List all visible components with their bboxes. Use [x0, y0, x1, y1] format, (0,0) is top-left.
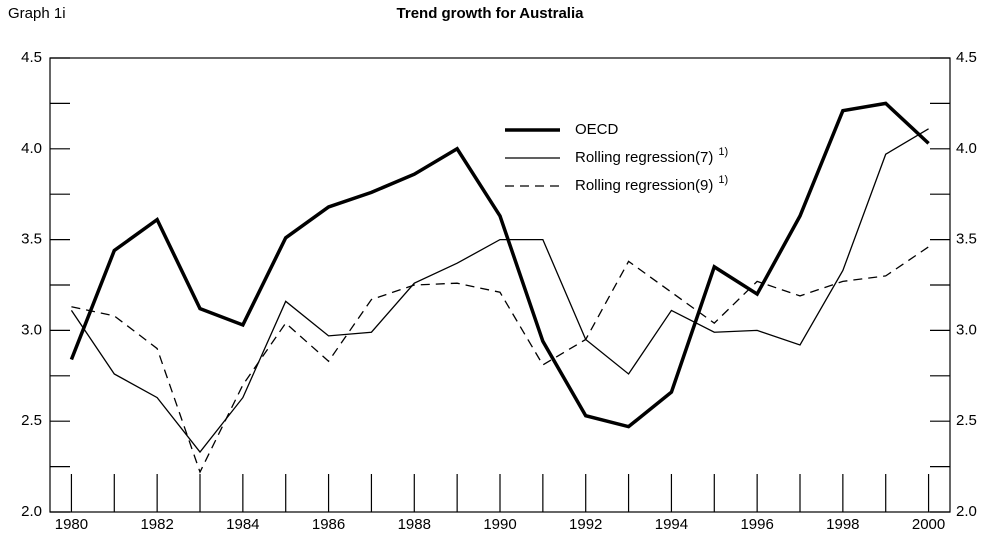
y-tick-label: 4.0	[21, 140, 42, 157]
legend-footnote: 1)	[718, 146, 728, 158]
series-line	[69, 101, 930, 429]
y2-tick-label: 3.5	[956, 231, 977, 248]
x-tick-label: 1994	[655, 516, 688, 533]
legend-name: Rolling regression(9)	[575, 177, 713, 194]
y-tick-label: 2.5	[21, 412, 42, 429]
legend-name: OECD	[575, 121, 619, 138]
y2-tick-label: 4.0	[956, 140, 977, 157]
legend-label: Rolling regression(9) 1)	[575, 174, 728, 194]
y2-tick-label: 2.5	[956, 412, 977, 429]
y2-tick-label: 4.5	[956, 49, 977, 66]
x-tick-label: 2000	[912, 516, 945, 533]
x-tick-label: 1982	[140, 516, 173, 533]
y-tick-label: 2.0	[21, 503, 42, 520]
legend-label: OECD	[575, 121, 619, 138]
x-tick-label: 1996	[740, 516, 773, 533]
y2-tick-label: 3.0	[956, 321, 977, 338]
plot-frame	[49, 57, 951, 513]
series-line	[70, 128, 929, 454]
legend-name: Rolling regression(7)	[575, 149, 713, 166]
series-line	[71, 246, 929, 474]
x-tick-label: 1998	[826, 516, 859, 533]
y2-tick-label: 2.0	[956, 503, 977, 520]
x-tick-label: 1986	[312, 516, 345, 533]
x-tick-label: 1992	[569, 516, 602, 533]
legend-label: Rolling regression(7) 1)	[575, 146, 728, 166]
x-tick-label: 1990	[483, 516, 516, 533]
x-tick-label: 1988	[398, 516, 431, 533]
legend-footnote: 1)	[718, 174, 728, 186]
y-tick-label: 3.5	[21, 231, 42, 248]
y-tick-label: 3.0	[21, 321, 42, 338]
chart-title: Trend growth for Australia	[397, 5, 585, 22]
graph-label: Graph 1i	[8, 5, 66, 22]
x-tick-label: 1980	[55, 516, 88, 533]
x-tick-label: 1984	[226, 516, 259, 533]
y-tick-label: 4.5	[21, 49, 42, 66]
